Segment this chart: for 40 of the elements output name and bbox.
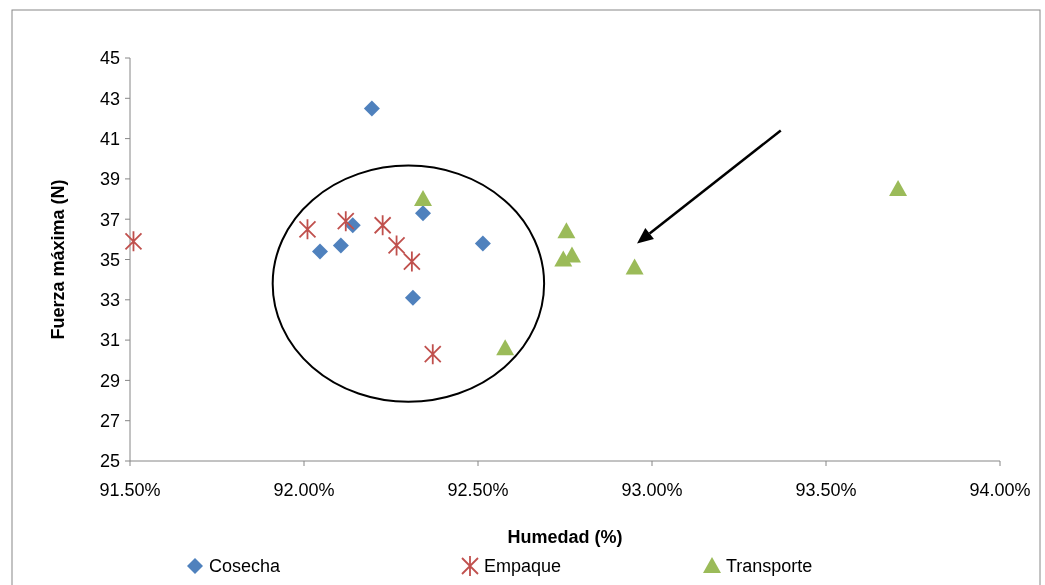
point <box>474 235 491 252</box>
x-axis-title: Humedad (%) <box>507 527 623 547</box>
y-tick-label: 39 <box>99 169 120 190</box>
point <box>332 237 349 254</box>
point <box>387 234 406 257</box>
point <box>404 289 421 306</box>
point <box>625 258 644 275</box>
y-tick-label: 31 <box>99 330 120 351</box>
y-tick-label: 33 <box>99 290 120 311</box>
point <box>298 218 317 241</box>
point <box>402 250 421 273</box>
x-tick-label: 92.50% <box>447 480 509 500</box>
legend-label: Cosecha <box>209 556 282 576</box>
point <box>496 339 515 356</box>
x-tick-label: 93.50% <box>795 480 857 500</box>
x-tick-label: 91.50% <box>99 480 161 500</box>
point <box>336 210 355 233</box>
point <box>557 222 576 239</box>
y-tick-label: 29 <box>99 370 120 391</box>
y-tick-label: 41 <box>99 128 120 149</box>
x-tick-label: 92.00% <box>273 480 335 500</box>
point <box>423 343 442 366</box>
y-tick-label: 25 <box>99 451 120 472</box>
y-tick-label: 43 <box>99 88 120 109</box>
legend-label: Empaque <box>484 556 562 576</box>
point <box>889 179 908 196</box>
y-axis-title: Fuerza máxima (N) <box>48 179 68 340</box>
legend-label: Transporte <box>726 556 813 576</box>
y-tick-label: 35 <box>99 249 120 270</box>
point <box>363 100 380 117</box>
point <box>312 243 329 260</box>
y-tick-label: 45 <box>99 48 120 69</box>
point <box>414 190 433 207</box>
point <box>415 205 432 222</box>
point <box>124 230 143 253</box>
point <box>373 214 392 237</box>
y-tick-label: 27 <box>99 411 120 431</box>
x-tick-label: 94.00% <box>969 480 1031 500</box>
x-tick-label: 93.00% <box>621 480 683 500</box>
y-tick-label: 37 <box>99 209 120 230</box>
